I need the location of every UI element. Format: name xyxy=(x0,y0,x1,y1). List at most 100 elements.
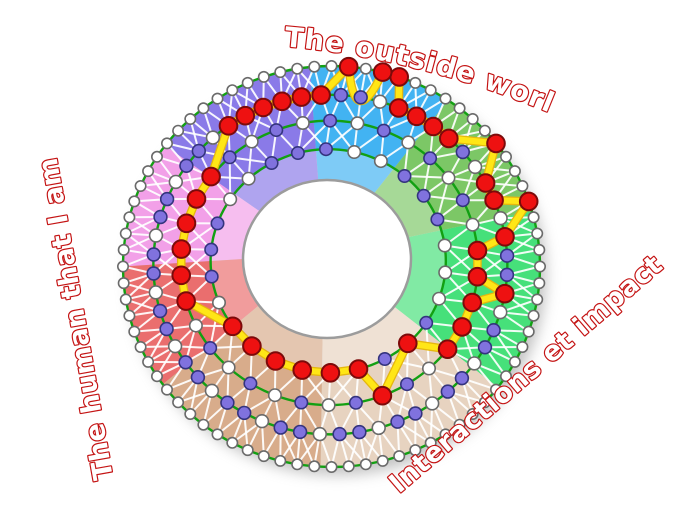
white-node[interactable] xyxy=(211,92,224,105)
white-node[interactable] xyxy=(226,84,239,97)
purple-node[interactable] xyxy=(210,216,225,231)
red-node[interactable] xyxy=(311,85,331,105)
white-node[interactable] xyxy=(438,265,453,280)
red-node[interactable] xyxy=(338,56,359,77)
purple-node[interactable] xyxy=(190,370,206,385)
purple-node[interactable] xyxy=(204,242,219,257)
white-node[interactable] xyxy=(295,116,310,131)
white-node[interactable] xyxy=(439,428,452,441)
white-node[interactable] xyxy=(478,124,491,137)
white-node[interactable] xyxy=(478,396,491,409)
purple-node[interactable] xyxy=(430,212,445,227)
white-node[interactable] xyxy=(439,92,452,105)
white-node[interactable] xyxy=(533,277,546,290)
white-node[interactable] xyxy=(467,159,483,175)
purple-node[interactable] xyxy=(294,395,309,410)
white-node[interactable] xyxy=(401,135,416,150)
purple-node[interactable] xyxy=(203,340,218,355)
white-node[interactable] xyxy=(425,396,440,411)
purple-node[interactable] xyxy=(499,248,515,263)
white-node[interactable] xyxy=(424,436,437,449)
white-node[interactable] xyxy=(148,285,164,300)
purple-node[interactable] xyxy=(179,158,194,174)
white-node[interactable] xyxy=(151,370,164,383)
white-node[interactable] xyxy=(466,113,479,126)
white-node[interactable] xyxy=(465,217,480,232)
purple-node[interactable] xyxy=(146,266,161,281)
white-node[interactable] xyxy=(516,340,529,353)
white-node[interactable] xyxy=(342,460,355,473)
purple-node[interactable] xyxy=(290,146,305,161)
white-node[interactable] xyxy=(226,436,239,449)
red-node[interactable] xyxy=(253,97,274,118)
red-node[interactable] xyxy=(462,292,483,313)
purple-node[interactable] xyxy=(440,384,455,399)
white-node[interactable] xyxy=(325,460,338,473)
white-node[interactable] xyxy=(308,60,321,73)
purple-node[interactable] xyxy=(264,156,279,171)
red-node[interactable] xyxy=(452,317,472,337)
purple-node[interactable] xyxy=(348,395,363,410)
white-node[interactable] xyxy=(117,277,130,290)
white-node[interactable] xyxy=(453,418,466,431)
purple-node[interactable] xyxy=(332,426,347,442)
white-node[interactable] xyxy=(508,355,521,368)
purple-node[interactable] xyxy=(416,188,431,203)
white-node[interactable] xyxy=(467,356,482,371)
white-node[interactable] xyxy=(211,428,224,441)
purple-node[interactable] xyxy=(146,247,161,262)
red-node[interactable] xyxy=(171,265,191,286)
white-node[interactable] xyxy=(312,426,327,442)
white-node[interactable] xyxy=(241,444,254,457)
white-node[interactable] xyxy=(466,407,479,420)
purple-node[interactable] xyxy=(390,414,405,429)
red-node[interactable] xyxy=(218,116,239,136)
white-node[interactable] xyxy=(274,454,287,467)
red-node[interactable] xyxy=(398,333,418,354)
white-node[interactable] xyxy=(441,170,456,185)
white-node[interactable] xyxy=(128,325,141,338)
purple-node[interactable] xyxy=(269,123,284,138)
purple-node[interactable] xyxy=(273,420,288,435)
white-node[interactable] xyxy=(376,454,389,467)
red-node[interactable] xyxy=(437,339,458,360)
white-node[interactable] xyxy=(409,444,422,457)
white-node[interactable] xyxy=(254,414,270,429)
purple-node[interactable] xyxy=(455,144,470,160)
red-node[interactable] xyxy=(495,283,515,304)
white-node[interactable] xyxy=(527,309,540,322)
white-node[interactable] xyxy=(197,102,210,115)
white-node[interactable] xyxy=(241,171,256,186)
purple-node[interactable] xyxy=(333,87,349,103)
purple-node[interactable] xyxy=(377,351,392,366)
white-node[interactable] xyxy=(393,450,406,463)
red-node[interactable] xyxy=(423,116,444,137)
white-node[interactable] xyxy=(325,59,338,72)
white-node[interactable] xyxy=(531,293,544,306)
red-node[interactable] xyxy=(291,87,312,107)
white-node[interactable] xyxy=(453,102,466,115)
white-node[interactable] xyxy=(205,130,221,145)
white-node[interactable] xyxy=(531,227,544,240)
white-node[interactable] xyxy=(167,339,183,354)
white-node[interactable] xyxy=(291,458,304,471)
red-node[interactable] xyxy=(518,191,539,212)
white-node[interactable] xyxy=(257,450,270,463)
purple-node[interactable] xyxy=(178,355,193,370)
red-node[interactable] xyxy=(372,385,393,406)
white-node[interactable] xyxy=(499,150,512,163)
purple-node[interactable] xyxy=(323,113,338,128)
red-node[interactable] xyxy=(242,336,262,356)
white-node[interactable] xyxy=(134,180,147,193)
white-node[interactable] xyxy=(373,154,388,169)
purple-node[interactable] xyxy=(376,123,391,138)
white-node[interactable] xyxy=(221,360,236,375)
white-node[interactable] xyxy=(172,124,185,137)
red-node[interactable] xyxy=(265,351,286,371)
white-node[interactable] xyxy=(431,291,446,306)
purple-node[interactable] xyxy=(292,424,308,440)
red-node[interactable] xyxy=(176,213,197,234)
white-node[interactable] xyxy=(148,228,164,243)
white-node[interactable] xyxy=(172,396,185,409)
red-node[interactable] xyxy=(439,128,459,149)
